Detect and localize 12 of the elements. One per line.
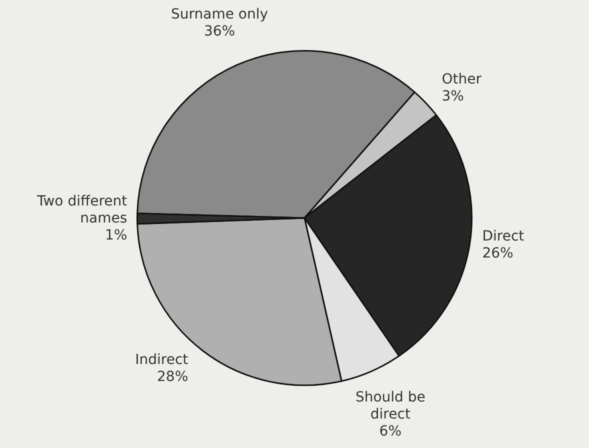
slice-label: Other — [442, 71, 482, 88]
slice-label: Should be direct — [355, 389, 426, 422]
data-label: 26% — [482, 246, 514, 262]
slice-label: Surname only — [171, 6, 268, 23]
data-label: 3% — [442, 88, 464, 104]
data-label: 6% — [379, 423, 402, 440]
slice-label: Indirect — [135, 352, 189, 368]
slice-label: Two different names — [36, 193, 128, 226]
data-label: 1% — [104, 227, 128, 244]
data-label: 36% — [204, 24, 236, 40]
data-label: 28% — [157, 369, 188, 386]
slice-label: Direct — [482, 228, 525, 245]
